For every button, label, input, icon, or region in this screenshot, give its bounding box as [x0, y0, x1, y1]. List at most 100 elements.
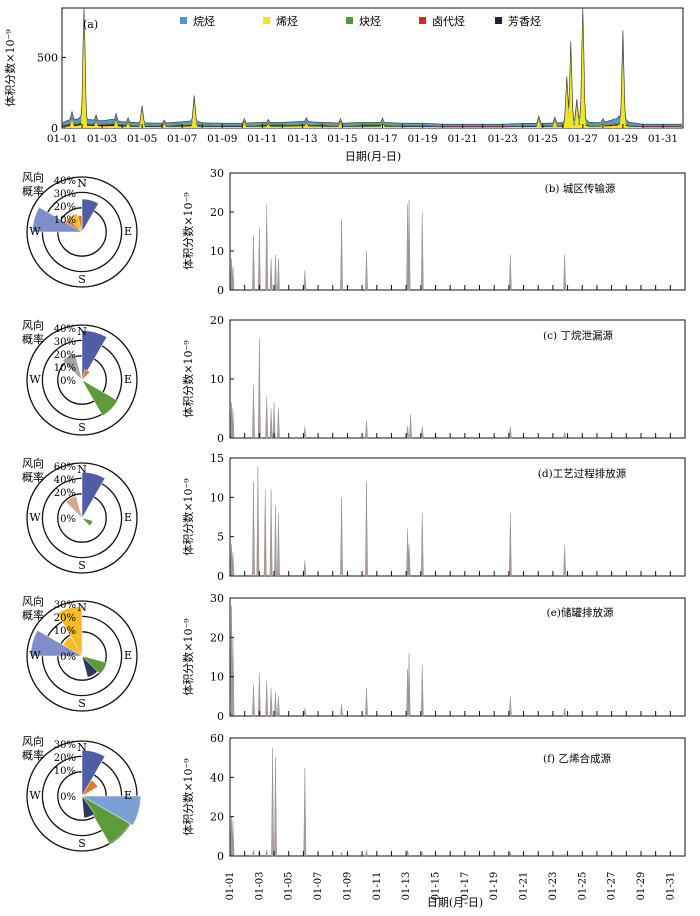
rose-dir-S: S — [78, 837, 86, 850]
peak-7 — [277, 513, 280, 577]
rose-title-line2: 概率 — [22, 332, 44, 346]
rose-rtick-label: 0% — [60, 792, 76, 803]
a-xtick-label: 01-23 — [488, 133, 518, 145]
peak-8 — [303, 560, 307, 577]
ytick-label: 10 — [210, 491, 224, 504]
peak-14 — [508, 254, 512, 291]
peak-12 — [407, 544, 411, 577]
rose-dir-E: E — [124, 511, 132, 524]
panel-e-ylabel: 体积分数×10⁻⁹ — [181, 618, 195, 696]
peak-12 — [420, 426, 424, 439]
rose-dir-E: E — [124, 373, 132, 386]
peak-7 — [277, 696, 280, 717]
a-xtick-label: 01-31 — [648, 133, 678, 145]
rose-rtick-label: 20% — [54, 613, 76, 624]
rose-dir-S: S — [78, 421, 86, 434]
peak-4 — [265, 680, 269, 717]
rose-rtick-label: 30% — [54, 600, 76, 611]
peak-5 — [271, 747, 274, 857]
peak-8 — [303, 708, 307, 717]
rose-wedge-0 — [56, 606, 83, 657]
xtick-label: 01-09 — [342, 872, 353, 901]
rose-title-line2: 概率 — [22, 184, 44, 198]
rose-wedge-4 — [81, 655, 98, 678]
panel-a-frame — [61, 7, 684, 129]
rose-dir-N: N — [77, 741, 87, 754]
rose-wedges — [32, 198, 99, 233]
peak-2 — [252, 384, 255, 439]
rose-rtick-label: 60% — [54, 462, 76, 473]
peak-7 — [277, 258, 280, 291]
panel-d-ylabel: 体积分数×10⁻⁹ — [181, 478, 195, 556]
area-total-outline — [61, 7, 682, 125]
peak-14 — [508, 513, 512, 577]
peak-14 — [563, 432, 567, 439]
peak-4 — [265, 396, 269, 439]
rose-title-line1: 风向 — [22, 594, 44, 608]
peak-9 — [340, 704, 343, 717]
xtick-label: 01-19 — [489, 872, 500, 901]
rose-wedges — [81, 749, 141, 844]
rose-wedge-4 — [81, 795, 95, 819]
panel-c-ylabel: 体积分数×10⁻⁹ — [181, 340, 195, 418]
a-xtick-label: 01-25 — [528, 133, 558, 145]
peak-4 — [265, 204, 269, 291]
peak-8 — [303, 426, 307, 439]
peak-15 — [563, 708, 567, 717]
rose-dir-N: N — [77, 177, 87, 190]
panel-b: (b) 城区传输源 体积分数×10⁻⁹ 0 10 20 30 — [181, 167, 686, 297]
xtick-label: 01-13 — [401, 872, 412, 901]
xtick-label: 01-01 — [225, 872, 236, 901]
legend-label-alkene: 烯烃 — [276, 15, 298, 28]
panel-f-frame — [229, 737, 686, 857]
rose-rtick-label: 30% — [54, 740, 76, 751]
legend-label-alkyne: 炔烃 — [359, 15, 381, 28]
ytick-label: 0 — [217, 710, 224, 723]
panel-e-label: (e)储罐排放源 — [547, 606, 614, 619]
rose-ring-0 — [26, 600, 138, 712]
rose-ring-0 — [26, 176, 138, 288]
rose-wedge-1 — [81, 779, 99, 797]
peak-10 — [365, 481, 368, 577]
panel-a-label: (a) — [83, 18, 98, 31]
rose-dir-E: E — [124, 649, 132, 662]
rose-wedge-0 — [81, 198, 99, 233]
rose-rtick-label: 20% — [54, 753, 76, 764]
rose-wedges — [30, 606, 108, 678]
a-xtick-label: 01-01 — [47, 133, 77, 145]
ytick-label: 60 — [210, 732, 224, 745]
ytick-label: 30 — [210, 167, 224, 180]
ytick-label: 0 — [217, 432, 224, 445]
peak-10 — [406, 850, 410, 857]
a-xtick-label: 01-27 — [568, 133, 598, 145]
ytick-label: 40 — [210, 771, 224, 784]
peak-9 — [340, 219, 343, 291]
rose-rtick-label: 10% — [54, 363, 76, 374]
panel-a-ylabel: 体积分数×10⁻⁹ — [3, 29, 17, 107]
peak-2 — [252, 684, 255, 717]
peak-15 — [563, 544, 567, 577]
peak-8 — [340, 851, 343, 857]
peak-13 — [420, 211, 424, 291]
panel-a-y-axis: 0 500 — [37, 51, 66, 135]
panel-f: (f) 乙烯合成源 体积分数×10⁻⁹ 日期(月-日) 0 20 40 60 01-01… — [181, 732, 686, 909]
a-ytick-label: 0 — [51, 122, 58, 135]
rose-title-line1: 风向 — [22, 318, 44, 332]
ytick-label: 0 — [217, 284, 224, 297]
ytick-label: 15 — [210, 452, 224, 465]
panel-c-frame — [229, 319, 686, 439]
rose-wedge-0 — [81, 749, 106, 797]
a-xtick-label: 01-03 — [87, 133, 117, 145]
a-xtick-label: 01-29 — [608, 133, 638, 145]
rose-wedge-2 — [81, 379, 119, 417]
peak-4 — [265, 850, 269, 857]
ytick-label: 10 — [210, 245, 224, 258]
a-xtick-label: 01-09 — [207, 133, 237, 145]
ytick-label: 20 — [210, 811, 224, 824]
peak-5 — [269, 258, 273, 291]
a-xtick-label: 01-11 — [247, 133, 277, 145]
peak-11 — [409, 414, 412, 439]
